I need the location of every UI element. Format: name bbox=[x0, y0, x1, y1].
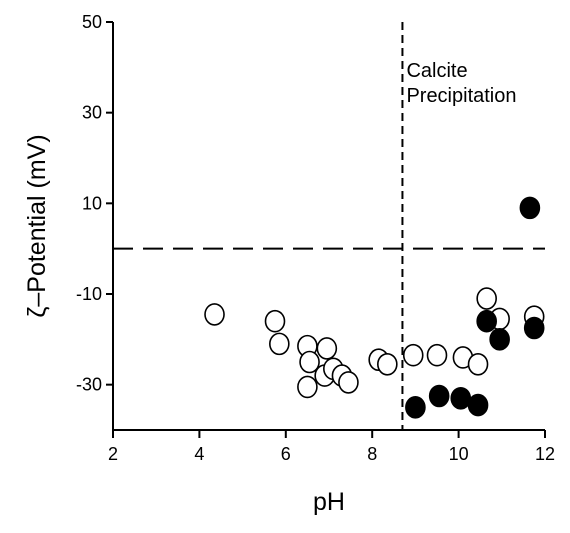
y-tick-label: 10 bbox=[82, 193, 102, 213]
open-data-point bbox=[426, 343, 448, 367]
filled-data-point bbox=[428, 384, 450, 408]
axes bbox=[106, 21, 546, 438]
labels: 50 30 10 -10 -30 2 4 6 8 10 12 Calcite Precipitation… bbox=[23, 12, 555, 516]
open-data-point bbox=[316, 337, 338, 360]
x-tick-label: 8 bbox=[367, 444, 377, 464]
x-tick-label: 4 bbox=[194, 444, 204, 464]
open-data-point bbox=[204, 303, 225, 326]
filled-data-point bbox=[489, 328, 510, 351]
annotation-line: Precipitation bbox=[406, 85, 516, 107]
open-data-point bbox=[402, 343, 424, 367]
y-tick-label: -10 bbox=[76, 284, 102, 304]
x-tick-label: 6 bbox=[281, 444, 291, 464]
filled-data-point bbox=[523, 316, 545, 340]
y-axis-title: ζ–Potential (mV) bbox=[23, 134, 51, 317]
reference-lines bbox=[113, 22, 545, 430]
annotation-line: Calcite bbox=[406, 60, 467, 82]
filled-data-point bbox=[467, 393, 489, 417]
open-data-point bbox=[467, 352, 489, 376]
open-data-point bbox=[297, 375, 318, 399]
open-data-point bbox=[377, 352, 398, 376]
filled-data-point bbox=[405, 396, 426, 419]
y-tick-label: 30 bbox=[82, 103, 102, 123]
open-data-point bbox=[476, 287, 497, 310]
data-points bbox=[204, 196, 545, 419]
open-data-point bbox=[269, 332, 290, 356]
y-tick-label: -30 bbox=[76, 375, 102, 395]
filled-data-point bbox=[519, 196, 541, 220]
filled-data-point bbox=[476, 309, 497, 333]
x-axis-title: pH bbox=[313, 488, 345, 516]
open-data-point bbox=[264, 309, 286, 333]
y-tick-label: 50 bbox=[82, 12, 102, 32]
open-data-point bbox=[338, 371, 359, 394]
x-tick-label: 12 bbox=[535, 444, 555, 464]
x-tick-label: 2 bbox=[108, 444, 118, 464]
filled-data-point bbox=[450, 386, 472, 410]
x-tick-label: 10 bbox=[449, 444, 469, 464]
open-data-point bbox=[299, 350, 320, 374]
